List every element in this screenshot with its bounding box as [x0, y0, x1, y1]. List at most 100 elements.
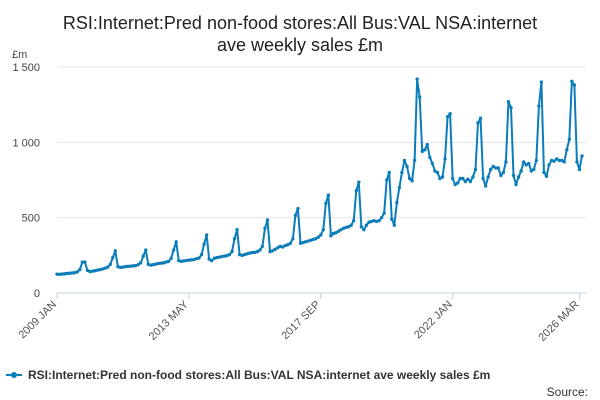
data-point[interactable]: [572, 83, 577, 87]
data-point[interactable]: [336, 229, 341, 233]
data-point[interactable]: [111, 255, 115, 260]
data-point[interactable]: [141, 254, 145, 258]
data-point[interactable]: [539, 80, 544, 84]
data-point[interactable]: [75, 270, 79, 274]
data-point[interactable]: [567, 137, 572, 142]
data-point[interactable]: [382, 211, 386, 215]
data-point[interactable]: [494, 166, 498, 170]
data-point[interactable]: [577, 167, 582, 172]
data-point[interactable]: [521, 160, 526, 164]
data-point[interactable]: [481, 176, 485, 181]
data-point[interactable]: [126, 264, 130, 269]
data-point[interactable]: [390, 217, 394, 221]
data-point[interactable]: [123, 264, 128, 269]
data-point[interactable]: [93, 269, 97, 273]
data-point[interactable]: [314, 237, 318, 241]
data-point[interactable]: [184, 258, 189, 263]
data-point[interactable]: [560, 158, 564, 163]
data-point[interactable]: [187, 258, 191, 262]
data-point[interactable]: [537, 104, 541, 108]
data-point[interactable]: [400, 170, 404, 175]
data-point[interactable]: [405, 164, 409, 169]
data-point[interactable]: [169, 256, 173, 261]
data-point[interactable]: [258, 248, 262, 252]
data-point[interactable]: [270, 249, 275, 253]
data-point[interactable]: [346, 225, 351, 229]
data-point[interactable]: [139, 261, 143, 265]
data-point[interactable]: [265, 218, 270, 222]
data-point[interactable]: [580, 154, 584, 158]
data-point[interactable]: [438, 176, 442, 181]
data-point[interactable]: [222, 254, 227, 258]
data-point[interactable]: [473, 167, 478, 172]
data-point[interactable]: [194, 256, 199, 261]
data-point[interactable]: [288, 241, 293, 245]
data-point[interactable]: [62, 272, 67, 276]
data-point[interactable]: [326, 193, 331, 197]
data-point[interactable]: [468, 179, 473, 184]
data-point[interactable]: [83, 260, 87, 264]
data-point[interactable]: [171, 248, 176, 252]
data-point[interactable]: [499, 173, 503, 178]
data-point[interactable]: [316, 235, 320, 239]
data-point[interactable]: [182, 259, 186, 263]
data-point[interactable]: [88, 269, 92, 274]
data-point[interactable]: [291, 237, 295, 241]
data-point[interactable]: [443, 157, 447, 161]
data-point[interactable]: [476, 121, 480, 125]
data-point[interactable]: [207, 257, 211, 261]
data-point[interactable]: [407, 176, 412, 181]
data-point[interactable]: [235, 228, 239, 232]
data-point[interactable]: [570, 79, 574, 84]
data-point[interactable]: [179, 259, 183, 264]
data-point[interactable]: [263, 226, 267, 230]
data-point[interactable]: [415, 77, 419, 81]
data-point[interactable]: [70, 271, 74, 275]
data-point[interactable]: [128, 264, 133, 268]
data-point[interactable]: [445, 115, 450, 119]
data-point[interactable]: [131, 264, 135, 268]
data-point[interactable]: [80, 260, 85, 264]
data-point[interactable]: [554, 157, 559, 161]
data-point[interactable]: [260, 244, 265, 248]
data-point[interactable]: [448, 112, 452, 116]
data-point[interactable]: [159, 261, 163, 265]
data-point[interactable]: [527, 161, 531, 166]
data-point[interactable]: [95, 268, 100, 272]
data-point[interactable]: [65, 271, 69, 276]
data-point[interactable]: [281, 245, 285, 249]
data-point[interactable]: [547, 163, 551, 167]
data-point[interactable]: [430, 161, 435, 166]
data-point[interactable]: [425, 142, 429, 147]
data-point[interactable]: [557, 158, 561, 163]
data-point[interactable]: [509, 105, 513, 110]
data-point[interactable]: [354, 188, 358, 193]
data-point[interactable]: [489, 167, 493, 172]
data-point[interactable]: [230, 249, 234, 254]
data-point[interactable]: [387, 170, 391, 175]
data-point[interactable]: [55, 272, 59, 276]
data-point[interactable]: [339, 228, 343, 232]
data-point[interactable]: [204, 233, 209, 237]
data-point[interactable]: [210, 258, 214, 263]
data-point[interactable]: [154, 262, 158, 266]
data-point[interactable]: [575, 160, 579, 164]
data-point[interactable]: [113, 249, 118, 253]
data-point[interactable]: [232, 237, 237, 241]
data-point[interactable]: [357, 180, 361, 184]
data-point[interactable]: [227, 252, 232, 257]
data-point[interactable]: [529, 169, 533, 173]
data-point[interactable]: [532, 167, 536, 172]
data-point[interactable]: [450, 176, 455, 181]
data-point[interactable]: [562, 160, 566, 164]
data-point[interactable]: [496, 166, 500, 170]
data-point[interactable]: [90, 269, 95, 273]
data-point[interactable]: [217, 255, 222, 259]
data-point[interactable]: [410, 179, 414, 183]
data-point[interactable]: [324, 201, 328, 206]
data-point[interactable]: [197, 256, 201, 260]
data-point[interactable]: [352, 218, 356, 223]
data-point[interactable]: [85, 268, 90, 273]
data-point[interactable]: [275, 246, 280, 250]
data-point[interactable]: [511, 173, 516, 178]
